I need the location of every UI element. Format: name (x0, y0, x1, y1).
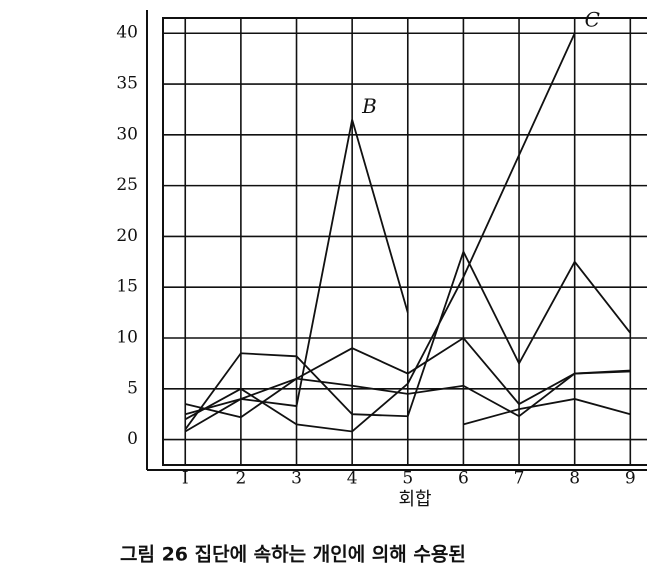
x-tick-label: 6 (458, 469, 469, 489)
x-tick-label: I (182, 469, 189, 489)
y-tick-label: 15 (116, 277, 138, 297)
x-axis-label: 회합 (398, 489, 431, 510)
caption: 그림 26 집단에 속하는 개인에 의해 수용된 (120, 544, 466, 566)
series-label: B (361, 94, 377, 118)
x-tick-label: 2 (235, 469, 246, 489)
data-line (406, 32, 576, 385)
y-tick-label: 30 (116, 124, 138, 144)
y-tick-label: 0 (127, 429, 138, 449)
x-tick-label: 3 (291, 469, 302, 489)
y-tick-label: 40 (116, 23, 138, 43)
series-label: C (585, 8, 600, 32)
data-line (184, 383, 409, 433)
x-tick-label: 9 (625, 469, 636, 489)
data-line (184, 119, 409, 433)
y-tick-label: 35 (116, 74, 138, 94)
data-line (463, 398, 631, 426)
y-tick-label: 5 (127, 378, 138, 398)
x-tick-label: 4 (347, 469, 358, 489)
y-tick-label: 10 (116, 328, 138, 348)
data-line (185, 370, 631, 418)
data-line (185, 336, 631, 419)
y-tick-label: 25 (116, 175, 138, 195)
x-tick-label: 8 (569, 469, 580, 489)
x-tick-label: 5 (402, 469, 413, 489)
y-tick-label: 20 (116, 226, 138, 246)
data-line (184, 249, 632, 430)
x-tick-label: 7 (514, 469, 525, 489)
